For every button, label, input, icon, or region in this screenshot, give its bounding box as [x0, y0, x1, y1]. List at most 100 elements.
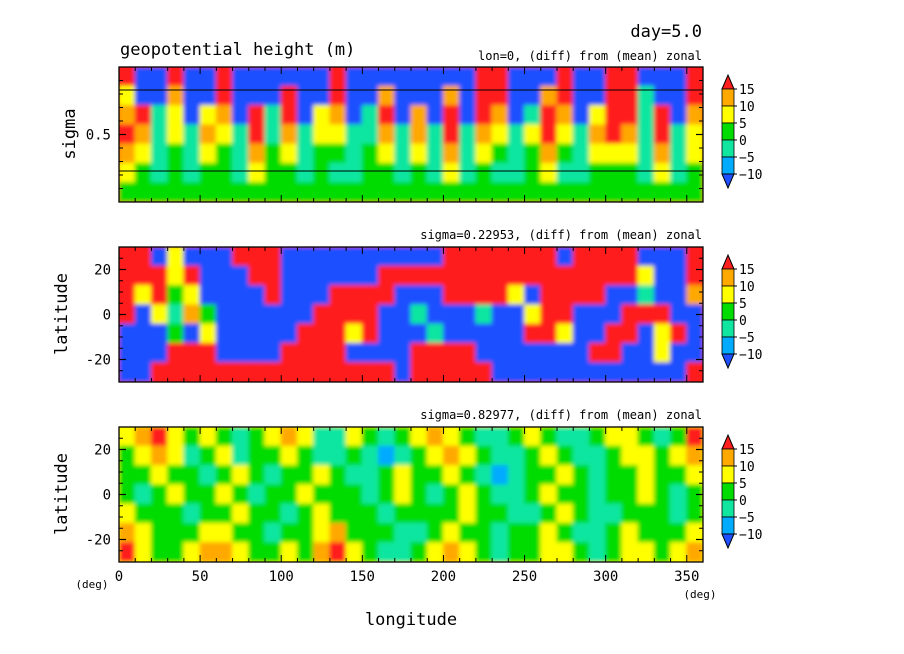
heatmap-cell [556, 304, 574, 325]
heatmap-cell [232, 503, 250, 524]
heatmap-cell [378, 465, 396, 486]
heatmap-cell [670, 67, 688, 87]
heatmap-cell [134, 445, 152, 467]
heatmap-cell [248, 465, 266, 486]
heatmap-cell [653, 67, 672, 87]
heatmap-cell [540, 247, 558, 267]
heatmap-cell [556, 67, 574, 87]
heatmap-cell [394, 105, 412, 126]
heatmap-cell [572, 522, 590, 544]
heatmap-cell [215, 484, 234, 505]
heatmap-cell [134, 522, 152, 544]
heatmap-cell [119, 162, 136, 184]
heatmap-cell [199, 323, 217, 344]
heatmap-cell [150, 162, 169, 184]
heatmap-cell [410, 542, 428, 562]
heatmap-cell [670, 124, 688, 145]
heatmap-cell [329, 503, 347, 524]
heatmap-cell [540, 542, 558, 562]
y-tick-label: 0.5 [86, 128, 111, 144]
heatmap-cell [119, 427, 136, 447]
heatmap-cell [524, 503, 542, 524]
heatmap-cell [653, 304, 672, 325]
heatmap-cell [183, 323, 201, 344]
heatmap-cell [426, 304, 444, 325]
colorbar-label: 0 [739, 494, 747, 509]
heatmap-cell [459, 542, 477, 562]
heatmap-cell [605, 445, 623, 467]
heatmap-cell [670, 503, 688, 524]
heatmap-cell [329, 143, 347, 164]
heatmap-cell [345, 342, 363, 364]
heatmap-cell [605, 342, 623, 364]
heatmap-cell [588, 124, 607, 145]
heatmap-cell [134, 323, 152, 344]
heatmap-cell [442, 522, 461, 544]
heatmap-cell [167, 445, 185, 467]
heatmap-cell [199, 542, 217, 562]
heatmap-cell [232, 247, 250, 267]
heatmap-cell [621, 182, 639, 202]
heatmap-cell [248, 427, 266, 447]
heatmap-cell [653, 285, 672, 306]
heatmap-cell [280, 484, 298, 505]
y-tick-label: -20 [86, 533, 111, 549]
heatmap-cell [588, 85, 607, 107]
heatmap-cell [183, 445, 201, 467]
heatmap-cell [394, 427, 412, 447]
heatmap-cell [507, 304, 526, 325]
heatmap-cell [329, 162, 347, 184]
heatmap-cell [556, 85, 574, 107]
heatmap-cell [215, 342, 234, 364]
heatmap-cell [329, 67, 347, 87]
heatmap-cell [621, 522, 639, 544]
heatmap-cell [150, 304, 169, 325]
heatmap-cell [296, 427, 315, 447]
heatmap-cell [264, 427, 282, 447]
heatmap-cell [572, 182, 590, 202]
heatmap-cell [686, 427, 703, 447]
heatmap-cell [588, 182, 607, 202]
heatmap-cell [394, 182, 412, 202]
heatmap-cell [686, 67, 703, 87]
heatmap-cell [540, 85, 558, 107]
heatmap-cell [313, 304, 331, 325]
heatmap-cell [183, 465, 201, 486]
heatmap-cell [134, 162, 152, 184]
heatmap-cell [491, 445, 509, 467]
heatmap-cell [345, 522, 363, 544]
heatmap-cell [150, 323, 169, 344]
heatmap-cell [394, 85, 412, 107]
heatmap-cell [167, 182, 185, 202]
heatmap-cell [199, 342, 217, 364]
heatmap-cell [588, 265, 607, 287]
heatmap-cell [183, 542, 201, 562]
heatmap-cell [232, 362, 250, 382]
colorbar-label: 10 [739, 280, 755, 295]
heatmap-cell [426, 124, 444, 145]
heatmap-cell [588, 143, 607, 164]
heatmap-cell [540, 143, 558, 164]
heatmap-cell [686, 265, 703, 287]
heatmap-cell [442, 323, 461, 344]
heatmap-cell [540, 445, 558, 467]
heatmap-cell [605, 162, 623, 184]
heatmap-cell [540, 265, 558, 287]
heatmap-cell [296, 143, 315, 164]
heatmap-cell [475, 522, 493, 544]
heatmap-cell [345, 445, 363, 467]
heatmap-cell [588, 484, 607, 505]
heatmap-cell [572, 427, 590, 447]
heatmap-cell [215, 542, 234, 562]
heatmap-cell [442, 342, 461, 364]
heatmap-cell [183, 67, 201, 87]
heatmap-cell [426, 465, 444, 486]
heatmap-cell [588, 67, 607, 87]
heatmap-cell [410, 323, 428, 344]
heatmap-cell [264, 342, 282, 364]
heatmap-cell [264, 285, 282, 306]
heatmap-cell [167, 503, 185, 524]
heatmap-cell [280, 143, 298, 164]
heatmap-cell [215, 247, 234, 267]
heatmap-cell [232, 265, 250, 287]
